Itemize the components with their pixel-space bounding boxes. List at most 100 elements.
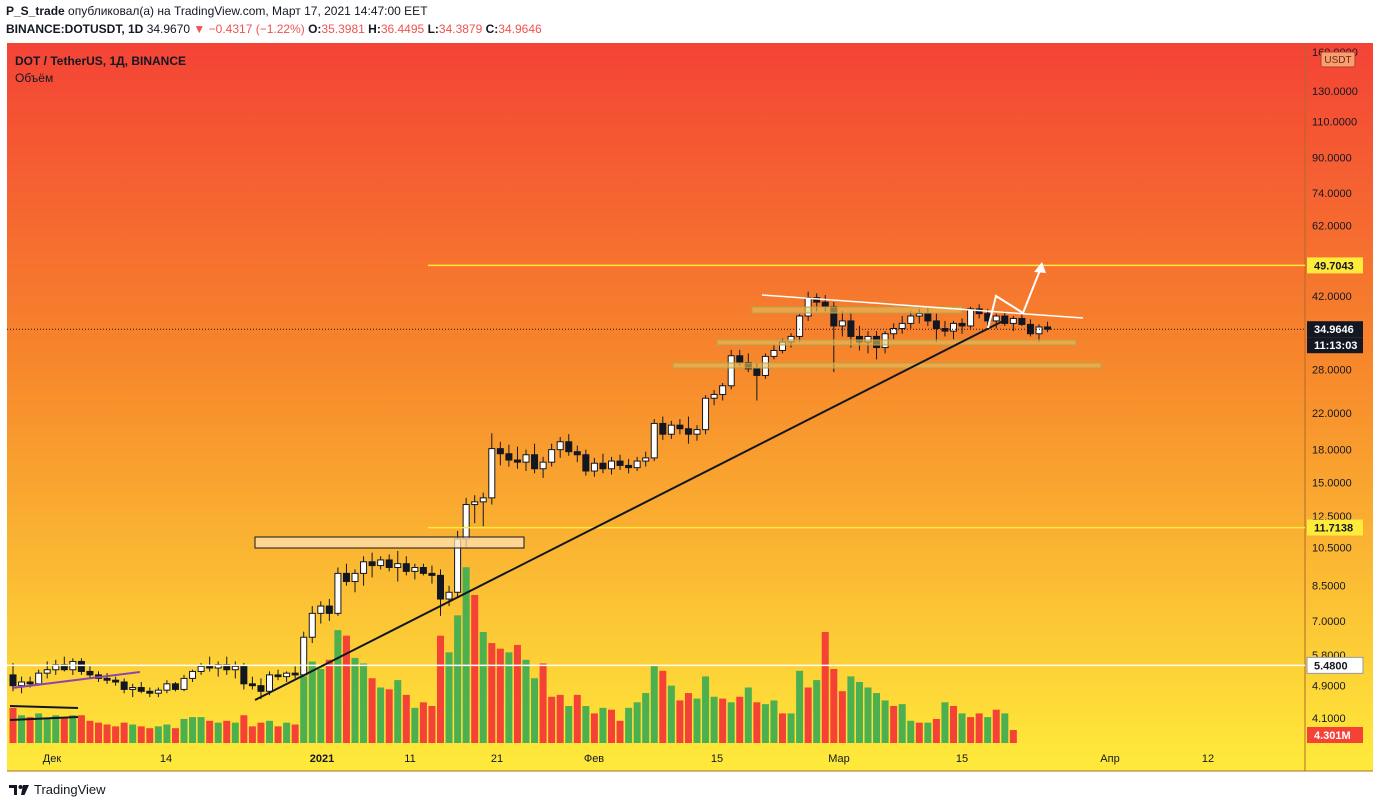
candle-body (890, 328, 898, 335)
candle-body (727, 355, 735, 387)
candle-body (796, 315, 804, 337)
legend-volume[interactable]: Объём (15, 71, 53, 85)
close-label: C: (485, 22, 499, 36)
volume-bar (77, 715, 85, 743)
y-tick-label: 4.1000 (1312, 713, 1346, 725)
volume-bar (291, 724, 299, 743)
volume-bar (556, 694, 564, 743)
candle-body (77, 660, 85, 672)
price-tag-support: 11.7138 (1314, 523, 1353, 535)
projection-arrow-icon (1034, 262, 1046, 273)
candle-body (625, 464, 633, 469)
candle-body (590, 462, 598, 472)
publisher-name[interactable]: P_S_trade (6, 4, 65, 18)
volume-bar (548, 696, 556, 743)
uptrend-line (254, 319, 1006, 701)
volume-bar (531, 678, 539, 743)
price-tag-resistance: 49.7043 (1314, 260, 1354, 272)
candle-body (137, 687, 145, 692)
candle-body (736, 355, 744, 364)
candle-body (548, 449, 556, 463)
volume-bar (129, 724, 137, 743)
x-tick-label: Фев (584, 753, 604, 765)
candle-body (992, 315, 1000, 322)
candle-body (932, 320, 940, 330)
candle-body (813, 297, 821, 303)
candle-body (129, 687, 137, 690)
price-axis-background (1305, 43, 1373, 771)
candle-body (351, 572, 359, 583)
candle-body (180, 677, 188, 690)
volume-bar (967, 717, 975, 743)
candle-body (633, 460, 641, 469)
candle-body (411, 566, 419, 572)
candle-body (1035, 326, 1043, 335)
footer-brand-text: TradingView (34, 782, 106, 797)
currency-badge[interactable] (1320, 51, 1356, 68)
price-tag-base-box (1306, 656, 1364, 674)
volume-bar (428, 706, 436, 743)
y-tick-label: 4.9000 (1312, 681, 1346, 693)
y-tick-label: 110.0000 (1312, 116, 1357, 128)
candle-body (1044, 326, 1052, 330)
symbol-full: BINANCE:DOTUSDT, 1D (6, 22, 144, 36)
candle-body (565, 441, 573, 453)
volume-bar (462, 567, 470, 743)
volume-bar (625, 707, 633, 743)
drawing-layer (7, 262, 1305, 721)
candle-body (445, 591, 453, 600)
candle-body (1009, 317, 1017, 324)
volume-bar (761, 704, 769, 743)
volume-bar (231, 722, 239, 743)
volume-bar (385, 689, 393, 743)
candle-body (43, 669, 51, 674)
legend-title[interactable]: DOT / TetherUS, 1Д, BINANCE (15, 54, 186, 68)
volume-bar (43, 718, 51, 743)
volume-bar (505, 652, 513, 743)
volume-bar (650, 665, 658, 743)
candle-body (650, 422, 658, 459)
candle-body (684, 428, 692, 435)
volume-bar (300, 676, 308, 743)
candle-body (18, 681, 26, 687)
early-black-line-1 (9, 705, 79, 709)
volume-bar (1009, 730, 1017, 743)
middle-zone (716, 339, 1077, 346)
candle-body (710, 393, 718, 399)
axis-layer: 130.0000 110.0000 90.0000 74.0000 62.0000 42.… (43, 47, 1364, 765)
volume-bar (890, 706, 898, 743)
volume-bar (351, 657, 359, 743)
y-tick-label: 15.0000 (1312, 478, 1352, 490)
volume-bar (804, 687, 812, 743)
volume-bar (86, 720, 94, 743)
volume-bar (248, 726, 256, 743)
candle-body (770, 349, 778, 357)
volume-bar (471, 595, 479, 743)
price-tag-current: 34.9646 (1314, 324, 1354, 336)
candle-body (385, 559, 393, 568)
candle-body (402, 563, 410, 572)
candle-body (1018, 317, 1026, 325)
candle-body (437, 574, 444, 600)
volume-bar (616, 720, 624, 743)
volume-bar (864, 687, 872, 743)
x-tick-label: 14 (160, 753, 172, 765)
volume-bar (753, 702, 761, 743)
candle-body (659, 422, 667, 435)
candle-body (171, 683, 179, 690)
volume-bar (103, 724, 111, 743)
volume-bar (984, 717, 992, 743)
candle-body (505, 453, 513, 461)
candle-body (582, 454, 590, 472)
volume-bar (257, 722, 265, 743)
countdown-tag: 11:13:03 (1314, 340, 1357, 352)
candle-body (702, 397, 710, 431)
footer-brand[interactable]: TradingView (8, 782, 106, 797)
candle-body (821, 301, 829, 308)
volume-bar (873, 693, 881, 743)
volume-bar (146, 728, 154, 743)
volume-bar (727, 702, 735, 743)
volume-bar (787, 713, 795, 743)
volume-bar (120, 722, 128, 743)
